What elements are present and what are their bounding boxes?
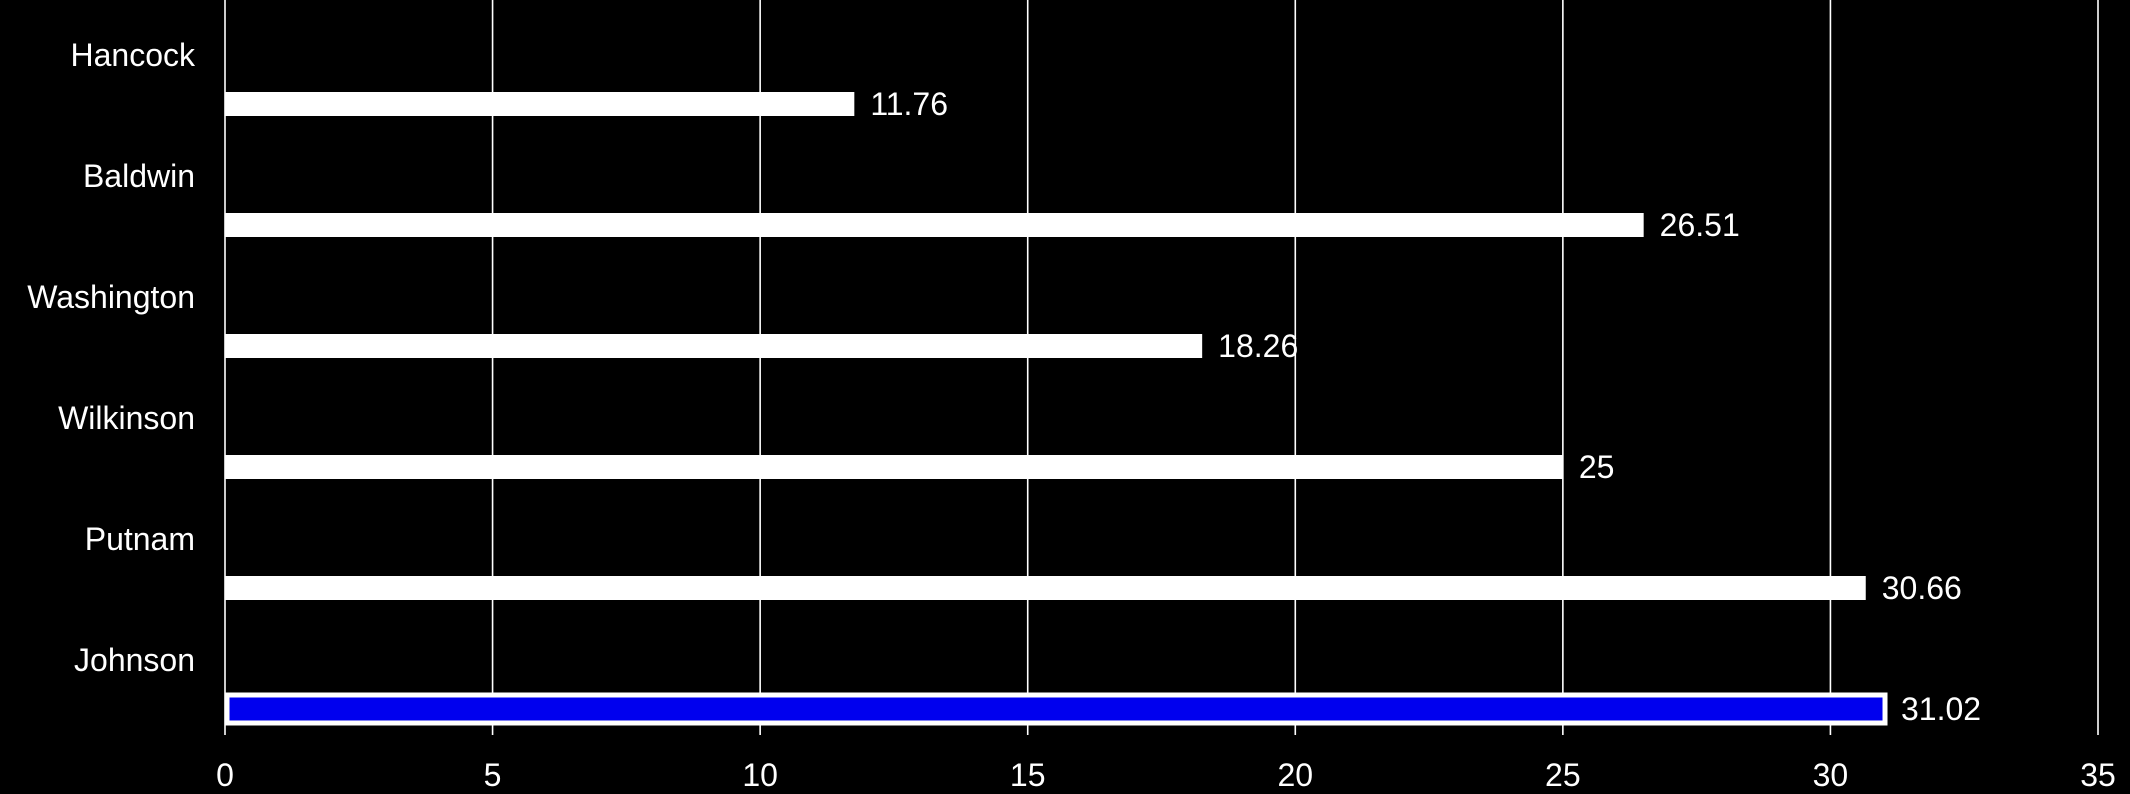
category-label: Washington <box>27 279 195 315</box>
category-label: Putnam <box>85 521 195 557</box>
x-tick-label: 35 <box>2080 757 2116 789</box>
category-label: Baldwin <box>83 158 195 194</box>
x-tick-label: 0 <box>216 757 234 789</box>
data-label: 26.51 <box>1660 207 1740 243</box>
data-label: 25 <box>1579 449 1615 485</box>
category-label: Wilkinson <box>58 400 195 436</box>
bar-hancock <box>225 92 855 116</box>
category-labels: Hancock Baldwin Washington Wilkinson Putnam J… <box>27 37 196 678</box>
x-tick-label: 30 <box>1813 757 1849 789</box>
bar-baldwin <box>225 213 1644 237</box>
grid-lines <box>224 0 2099 735</box>
data-labels: 11.76 26.51 18.26 25 30.66 31.02 <box>870 86 1981 727</box>
bars <box>224 92 1888 726</box>
x-tick-label: 15 <box>1010 757 1046 789</box>
x-tick-label: 5 <box>484 757 502 789</box>
x-tick-label: 25 <box>1545 757 1581 789</box>
bar-wilkinson <box>225 455 1563 479</box>
data-label: 31.02 <box>1901 691 1981 727</box>
x-tick-label: 10 <box>742 757 778 789</box>
x-tick-label: 20 <box>1277 757 1313 789</box>
x-axis-ticks: 0 5 10 15 20 25 30 35 <box>216 757 2116 793</box>
category-label: Hancock <box>71 37 197 73</box>
data-label: 11.76 <box>870 86 948 122</box>
bar-johnson-highlighted <box>224 692 1888 726</box>
data-label: 18.26 <box>1218 328 1298 364</box>
bar-washington <box>225 334 1203 358</box>
bar-putnam <box>225 576 1866 600</box>
data-label: 30.66 <box>1882 570 1962 606</box>
category-label: Johnson <box>74 642 195 678</box>
